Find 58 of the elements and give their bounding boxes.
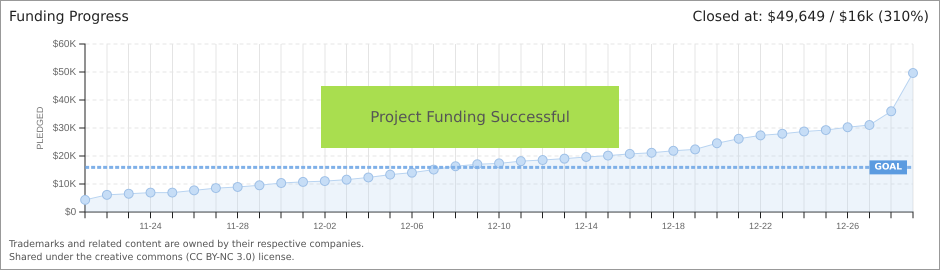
- point: [777, 128, 788, 139]
- point: [908, 68, 918, 78]
- point: [559, 154, 570, 164]
- point: [581, 152, 592, 162]
- point: [886, 106, 896, 116]
- x-tick-label: 11-24: [139, 221, 162, 232]
- x-tick-label: 12-18: [662, 221, 685, 232]
- y-tick-label: $20K: [52, 150, 76, 162]
- point: [363, 172, 374, 182]
- x-tick-label: 12-06: [400, 221, 424, 232]
- point: [864, 120, 874, 130]
- point: [406, 168, 417, 178]
- y-axis-title: PLEDGED: [34, 106, 45, 150]
- point: [320, 176, 330, 186]
- x-tick-label: 12-26: [836, 221, 860, 232]
- point: [385, 170, 396, 180]
- y-tick-label: $30K: [52, 122, 76, 134]
- text: Closed at: $49,649 / $16k (310%): [692, 9, 929, 25]
- point: [167, 188, 178, 198]
- point: [516, 156, 526, 166]
- point: [624, 148, 635, 159]
- x-tick-label: 12-10: [488, 221, 511, 232]
- success-banner: Project Funding Successful: [321, 86, 620, 148]
- point: [124, 188, 134, 199]
- point: [146, 188, 156, 198]
- point: [102, 190, 112, 200]
- point: [80, 194, 90, 205]
- point: [690, 144, 700, 154]
- text: Shared under the creative commons (CC BY-NC 3.0) license.: [9, 251, 296, 264]
- y-tick-label: $10K: [52, 178, 76, 190]
- x-tick-label: 12-14: [574, 221, 598, 232]
- point: [756, 130, 766, 140]
- point: [842, 122, 853, 132]
- point: [668, 146, 678, 156]
- point: [298, 176, 308, 187]
- point: [646, 148, 657, 158]
- x-tick-label: 11-28: [226, 221, 249, 232]
- ref-line-label: GOAL: [874, 162, 902, 173]
- x-tick-label: 12-22: [748, 221, 772, 232]
- point: [254, 180, 264, 190]
- y-tick-label: $40K: [52, 94, 76, 106]
- y-tick-label: $0: [65, 206, 77, 218]
- text: Trademarks and related content are owned by their respective companies.: [9, 238, 364, 251]
- y-tick-label: $60K: [52, 38, 76, 50]
- point: [712, 138, 722, 148]
- chart-title: Funding Progress: [9, 9, 129, 25]
- point: [799, 126, 810, 136]
- point: [342, 174, 352, 185]
- point: [538, 155, 548, 166]
- point: [603, 150, 614, 161]
- point: [820, 125, 831, 136]
- y-tick-label: $50K: [52, 66, 76, 78]
- x-tick-label: 12-02: [313, 221, 336, 232]
- point: [232, 182, 243, 192]
- point: [734, 134, 744, 144]
- point: [210, 183, 221, 194]
- point: [189, 185, 200, 196]
- point: [276, 178, 286, 188]
